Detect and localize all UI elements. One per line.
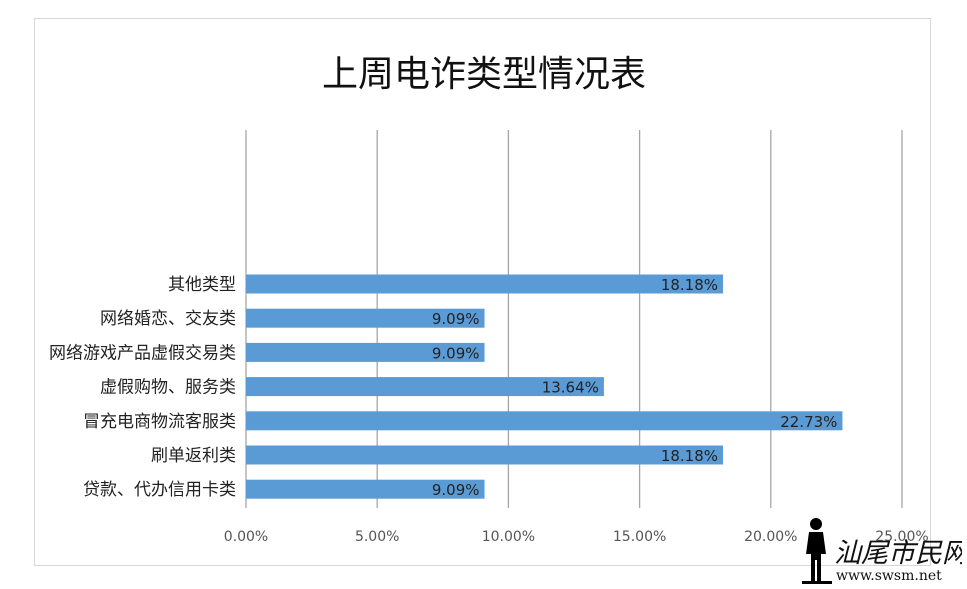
category-label: 贷款、代办信用卡类 bbox=[83, 480, 236, 500]
bar bbox=[246, 274, 724, 294]
x-tick-label: 10.00% bbox=[482, 529, 535, 545]
data-label: 9.09% bbox=[432, 310, 480, 328]
x-tick-label: 0.00% bbox=[224, 529, 268, 545]
x-tick-labels: 0.00% 5.00% 10.00% 15.00% 20.00% 25.00% bbox=[224, 529, 929, 545]
data-label: 9.09% bbox=[432, 344, 480, 362]
data-labels: 18.18% 9.09% 9.09% 13.64% 22.73% 18.18% 9.09% bbox=[432, 276, 838, 499]
chart-title: 上周电诈类型情况表 bbox=[322, 54, 646, 95]
data-label: 18.18% bbox=[661, 276, 718, 294]
person-silhouette-icon bbox=[802, 518, 832, 584]
x-tick-label: 5.00% bbox=[355, 529, 399, 545]
category-label: 虚假购物、服务类 bbox=[100, 378, 236, 398]
grid-lines bbox=[245, 130, 903, 508]
bars bbox=[246, 274, 843, 499]
watermark-title: 汕尾市民网 bbox=[834, 538, 962, 569]
category-label: 冒充电商物流客服类 bbox=[83, 412, 236, 432]
data-label: 13.64% bbox=[542, 379, 599, 397]
x-tick-label: 15.00% bbox=[613, 529, 666, 545]
bar bbox=[246, 342, 485, 362]
bar bbox=[246, 308, 485, 328]
category-label: 网络婚恋、交友类 bbox=[100, 308, 236, 329]
category-label: 刷单返利类 bbox=[151, 446, 236, 466]
watermark-logo: 汕尾市民网 www.swsm.net bbox=[802, 518, 962, 584]
bar bbox=[246, 479, 485, 499]
bar bbox=[246, 445, 724, 465]
x-tick-label: 25.00% bbox=[875, 529, 928, 545]
bar bbox=[246, 411, 843, 431]
watermark-url: www.swsm.net bbox=[836, 568, 942, 584]
data-label: 18.18% bbox=[661, 447, 718, 465]
data-label: 22.73% bbox=[780, 413, 837, 431]
data-label: 9.09% bbox=[432, 481, 480, 499]
category-label: 网络游戏产品虚假交易类 bbox=[49, 343, 236, 363]
category-labels: 其他类型网络婚恋、交友类网络游戏产品虚假交易类虚假购物、服务类冒充电商物流客服类… bbox=[49, 275, 236, 500]
bar bbox=[246, 377, 604, 397]
x-tick-label: 20.00% bbox=[744, 529, 797, 545]
category-label: 其他类型 bbox=[168, 275, 236, 295]
